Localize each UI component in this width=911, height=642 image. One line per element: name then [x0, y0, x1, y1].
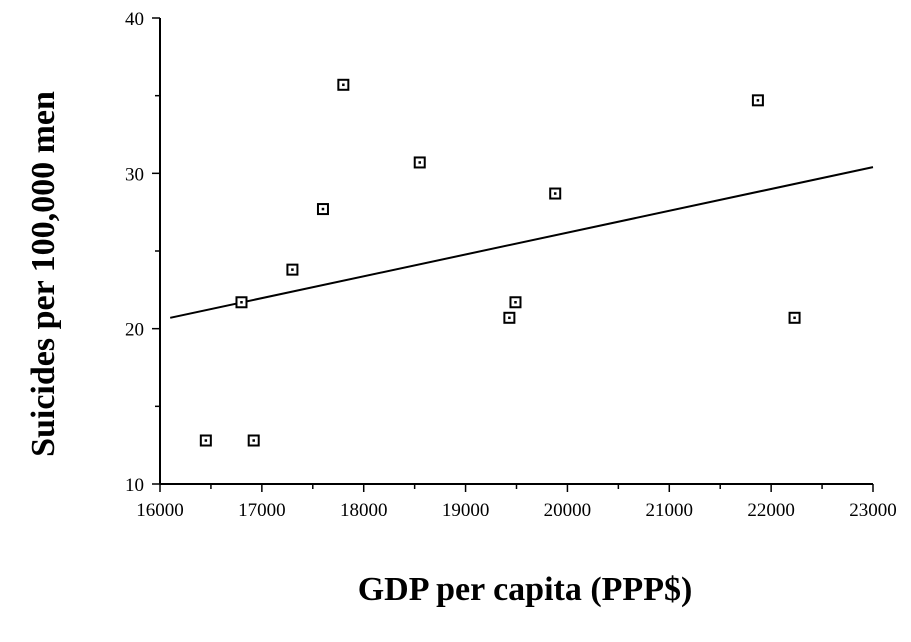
x-axis-ticks: 16000 17000 18000 19000 20000 21000 22000 23000: [136, 484, 897, 521]
y-axis-title: Suicides per 100,000 men: [25, 91, 62, 457]
y-tick-label: 20: [125, 320, 144, 341]
data-points: [199, 78, 801, 447]
x-tick-label: 18000: [340, 500, 388, 521]
x-axis-title: GDP per capita (PPP$): [358, 571, 693, 608]
x-tick-label: 23000: [849, 500, 897, 521]
data-point: [286, 263, 299, 276]
x-tick-label: 19000: [442, 500, 490, 521]
data-point: [413, 156, 426, 169]
x-tick-label: 21000: [646, 500, 694, 521]
x-tick-label: 16000: [136, 500, 184, 521]
y-tick-label: 40: [125, 9, 144, 30]
y-tick-label: 10: [125, 475, 144, 496]
data-point-center: [508, 316, 511, 320]
data-point: [337, 78, 350, 91]
data-point-center: [418, 161, 421, 164]
x-tick-label: 20000: [544, 500, 592, 521]
data-point: [199, 434, 212, 447]
data-point-center: [291, 268, 294, 271]
data-point-center: [321, 207, 325, 211]
data-point-center: [240, 301, 243, 304]
data-point: [549, 187, 562, 200]
data-point-center: [342, 83, 345, 87]
data-point: [235, 296, 248, 309]
data-point-center: [252, 439, 255, 442]
trendline-group: [169, 166, 874, 319]
data-point-center: [793, 316, 796, 320]
data-point-center: [204, 439, 208, 442]
y-tick-label: 30: [125, 164, 144, 185]
y-axis-ticks: 10 20 30 40: [125, 9, 160, 496]
data-point: [316, 203, 329, 216]
x-tick-label: 22000: [747, 500, 795, 521]
trendline: [169, 166, 874, 319]
data-point-center: [514, 301, 517, 304]
data-point: [788, 311, 801, 324]
data-point: [247, 434, 260, 447]
data-point: [503, 311, 516, 324]
data-point: [509, 296, 522, 309]
data-point: [751, 94, 764, 107]
data-point-center: [553, 192, 557, 195]
plot-area: 16000 17000 18000 19000 20000 21000 22000 23000…: [125, 9, 897, 521]
data-point-center: [756, 99, 760, 102]
x-tick-label: 17000: [238, 500, 286, 521]
